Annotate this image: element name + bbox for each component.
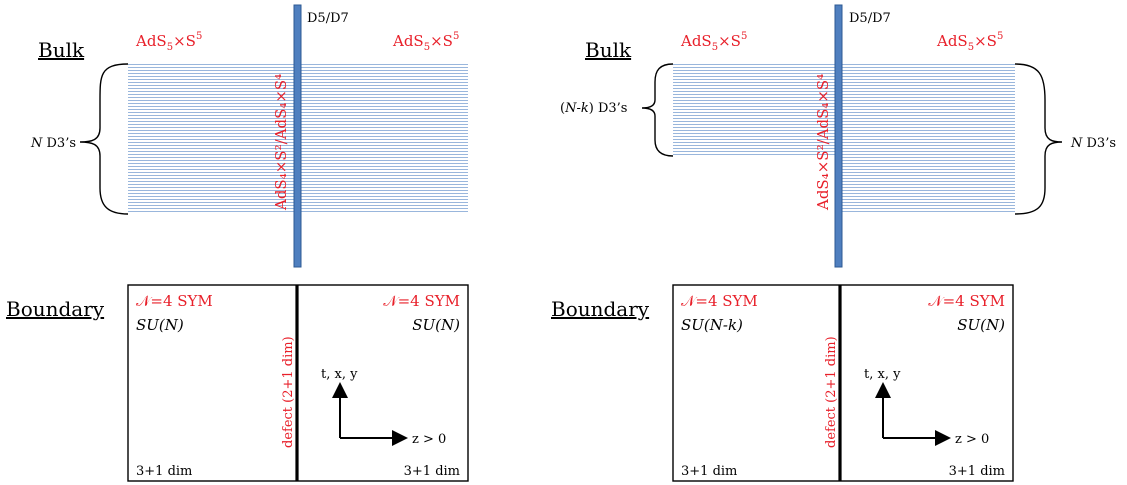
sym-right-label: 𝒩=4 SYM [928, 292, 1005, 310]
brace-nk-d3 [641, 63, 674, 157]
geom-left-label: AdS5×S5 [680, 31, 747, 53]
dim-left-label: 3+1 dim [136, 464, 192, 479]
d3-brane-stack-left [673, 64, 835, 156]
right-panel: Bulk (N-k) D3’s N D3’s AdS5×S5 AdS5×S5 D… [551, 4, 1116, 482]
d5-d7-brane [293, 4, 302, 268]
brane-label: D5/D7 [849, 11, 891, 26]
axis-y-label: t, x, y [321, 367, 358, 382]
boundary-label: Boundary [6, 297, 105, 321]
axis-x-label: z > 0 [955, 432, 989, 447]
d3-brane-stack-right [835, 64, 1015, 214]
bulk-label: Bulk [585, 38, 632, 62]
bulk-label: Bulk [38, 38, 85, 62]
geom-right-label: AdS5×S5 [936, 31, 1003, 53]
axis-y-label: t, x, y [864, 367, 901, 382]
geom-left-label: AdS5×S5 [135, 31, 202, 53]
brace-n-d3 [1014, 63, 1063, 215]
brace-n-d3 [79, 63, 129, 215]
dim-left-label: 3+1 dim [681, 464, 737, 479]
dim-right-label: 3+1 dim [949, 464, 1005, 479]
nk-d3-label: (N-k) D3’s [560, 101, 627, 116]
dim-right-label: 3+1 dim [404, 464, 460, 479]
n-d3-label: N D3’s [1070, 136, 1116, 151]
geom-right-label: AdS5×S5 [392, 31, 459, 53]
defect-geometry-label: AdS₄×S²/AdS₄×S⁴ [814, 74, 832, 211]
group-right-label: SU(N) [957, 316, 1005, 334]
n-d3-label: N D3’s [30, 136, 76, 151]
boundary-box [672, 284, 1014, 482]
d5-d7-brane [834, 4, 843, 268]
boundary-label: Boundary [551, 297, 650, 321]
group-left-label: SU(N-k) [681, 316, 743, 334]
defect-label: defect (2+1 dim) [281, 336, 296, 448]
defect-label: defect (2+1 dim) [824, 336, 839, 448]
brane-label: D5/D7 [307, 11, 349, 26]
sym-right-label: 𝒩=4 SYM [383, 292, 460, 310]
defect-geometry-label: AdS₄×S²/AdS₄×S⁴ [272, 74, 290, 211]
axis-x-label: z > 0 [412, 432, 446, 447]
group-right-label: SU(N) [412, 316, 460, 334]
sym-left-label: 𝒩=4 SYM [681, 292, 758, 310]
left-panel: Bulk N D3’s AdS5×S5 AdS5×S5 D5/D7 AdS₄×S… [6, 4, 469, 482]
group-left-label: SU(N) [136, 316, 184, 334]
sym-left-label: 𝒩=4 SYM [136, 292, 213, 310]
